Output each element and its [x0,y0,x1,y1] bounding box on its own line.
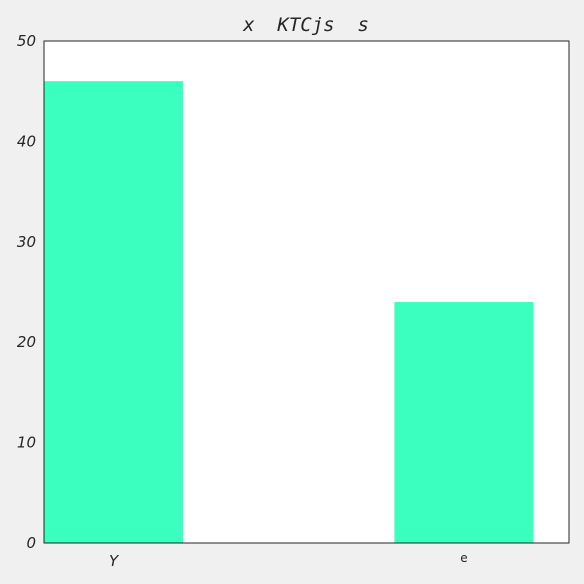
chart-title: x KTCjs s [242,14,369,36]
y-axis-ticks: 0 10 20 30 40 50 [17,32,36,552]
y-tick-label: 20 [17,333,36,351]
y-tick-label: 0 [26,534,36,552]
bars-layer [44,81,534,543]
plot-frame [43,40,570,544]
x-tick-label: e [460,551,467,565]
y-tick-label: 10 [17,434,36,452]
bar-e [394,302,534,543]
y-tick-label: 50 [17,32,36,50]
x-tick-label: Y [109,552,120,570]
bar-Y [44,81,184,543]
y-tick-label: 40 [17,132,36,150]
y-tick-label: 30 [17,233,36,251]
